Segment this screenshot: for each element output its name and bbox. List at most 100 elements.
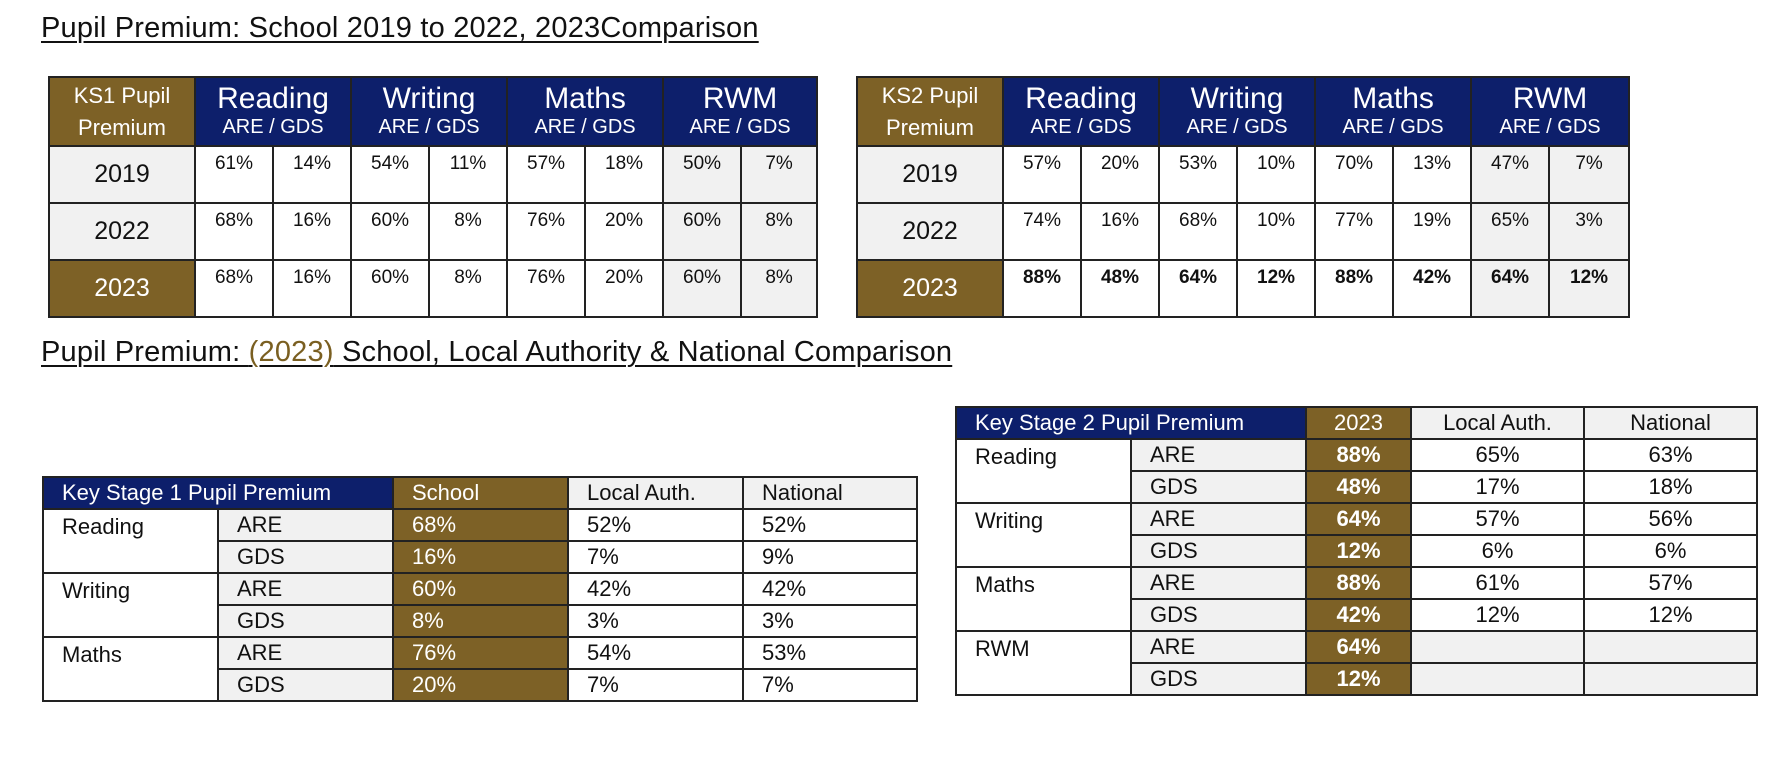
national-header: National bbox=[1583, 406, 1758, 440]
value-cell: 57% bbox=[506, 145, 587, 204]
value-cell: 50% bbox=[662, 145, 743, 204]
national-value: 42% bbox=[742, 572, 918, 606]
subject-name: Reading bbox=[1025, 82, 1137, 115]
value-cell: 18% bbox=[584, 145, 665, 204]
subject-sub: ARE / GDS bbox=[222, 116, 324, 138]
national-value: 53% bbox=[742, 636, 918, 670]
table-row: GDS 42% 12% 12% bbox=[956, 598, 1758, 632]
value-cell: 13% bbox=[1392, 145, 1473, 204]
table-row: Writing ARE 64% 57% 56% bbox=[955, 502, 1758, 568]
value-cell: 57% bbox=[1002, 145, 1082, 204]
table-row: GDS 12% bbox=[956, 662, 1758, 696]
school-value: 12% bbox=[1305, 662, 1412, 696]
school-value: 12% bbox=[1305, 534, 1412, 568]
national-value: 12% bbox=[1583, 598, 1758, 632]
local-auth-value: 7% bbox=[567, 540, 744, 574]
value-cell: 16% bbox=[271, 202, 353, 261]
local-auth-value: 17% bbox=[1410, 470, 1585, 504]
value-cell: 8% bbox=[428, 259, 509, 318]
school-value: 20% bbox=[392, 668, 569, 702]
ks1-subject-header: Reading ARE / GDS bbox=[193, 76, 353, 147]
value-cell: 77% bbox=[1314, 202, 1395, 261]
school-header: School bbox=[392, 476, 569, 510]
local-auth-header: Local Auth. bbox=[567, 476, 744, 510]
ks1-trend-row-2019: 2019 61% 14% 54% 11% 57% 18% 50% 7% bbox=[48, 145, 819, 204]
ks2-subject-header: Writing ARE / GDS bbox=[1158, 76, 1317, 147]
measure-cell: GDS bbox=[1130, 598, 1307, 632]
national-value: 18% bbox=[1583, 470, 1758, 504]
value-cell: 8% bbox=[740, 259, 819, 318]
value-cell: 10% bbox=[1236, 202, 1317, 261]
ks1-trend-row-2022: 2022 68% 16% 60% 8% 76% 20% 60% 8% bbox=[48, 202, 819, 261]
local-auth-value: 7% bbox=[567, 668, 744, 702]
measure-cell: ARE bbox=[217, 508, 394, 542]
value-cell: 64% bbox=[1470, 259, 1551, 318]
subject-cell: Maths bbox=[42, 636, 219, 702]
table-row: GDS 16% 7% 9% bbox=[43, 540, 918, 574]
value-cell: 19% bbox=[1392, 202, 1473, 261]
local-auth-value: 61% bbox=[1410, 566, 1585, 600]
ks1-trend-title-line1: KS1 Pupil bbox=[73, 83, 171, 108]
school-value: 88% bbox=[1305, 438, 1412, 472]
table-row: GDS 48% 17% 18% bbox=[956, 470, 1758, 504]
value-cell: 74% bbox=[1002, 202, 1082, 261]
ks2-subject-header: Reading ARE / GDS bbox=[1001, 76, 1161, 147]
local-auth-value: 6% bbox=[1410, 534, 1585, 568]
measure-cell: ARE bbox=[1130, 502, 1307, 536]
subject-cell: RWM bbox=[955, 630, 1132, 696]
national-header: National bbox=[742, 476, 918, 510]
measure-cell: GDS bbox=[217, 668, 394, 702]
value-cell: 88% bbox=[1314, 259, 1395, 318]
national-value bbox=[1583, 630, 1758, 664]
national-value: 9% bbox=[742, 540, 918, 574]
ks2-trend-title: KS2 Pupil Premium bbox=[856, 76, 1004, 147]
value-cell: 70% bbox=[1314, 145, 1395, 204]
national-value: 63% bbox=[1583, 438, 1758, 472]
table-row: Reading ARE 88% 65% 63% bbox=[955, 438, 1758, 504]
subject-sub: ARE / GDS bbox=[378, 116, 480, 138]
value-cell: 76% bbox=[506, 202, 587, 261]
ks1-trend-row-2023: 2023 68% 16% 60% 8% 76% 20% 60% 8% bbox=[48, 259, 819, 318]
subject-name: Maths bbox=[1352, 82, 1434, 115]
year-cell: 2019 bbox=[48, 145, 196, 204]
local-auth-header: Local Auth. bbox=[1410, 406, 1585, 440]
year-header: 2023 bbox=[1305, 406, 1412, 440]
school-value: 16% bbox=[392, 540, 569, 574]
value-cell: 20% bbox=[1079, 145, 1161, 204]
value-cell: 68% bbox=[194, 259, 274, 318]
year-cell: 2022 bbox=[48, 202, 196, 261]
national-value: 6% bbox=[1583, 534, 1758, 568]
year-cell: 2023 bbox=[856, 259, 1004, 318]
ks1-subject-header: Writing ARE / GDS bbox=[350, 76, 509, 147]
year-cell: 2019 bbox=[856, 145, 1004, 204]
measure-cell: GDS bbox=[1130, 534, 1307, 568]
measure-cell: ARE bbox=[1130, 438, 1307, 472]
subject-sub: ARE / GDS bbox=[534, 116, 636, 138]
table-row: GDS 20% 7% 7% bbox=[43, 668, 918, 702]
heading-trend-comparison: Pupil Premium: School 2019 to 2022, 2023… bbox=[41, 12, 759, 44]
value-cell: 48% bbox=[1079, 259, 1161, 318]
measure-cell: ARE bbox=[217, 572, 394, 606]
value-cell: 14% bbox=[271, 145, 353, 204]
value-cell: 88% bbox=[1002, 259, 1082, 318]
national-value: 3% bbox=[742, 604, 918, 638]
ks1-trend-title: KS1 Pupil Premium bbox=[48, 76, 196, 147]
measure-cell: ARE bbox=[217, 636, 394, 670]
table-row: Writing ARE 60% 42% 42% bbox=[42, 572, 918, 638]
value-cell: 12% bbox=[1548, 259, 1631, 318]
value-cell: 8% bbox=[740, 202, 819, 261]
value-cell: 20% bbox=[584, 202, 665, 261]
value-cell: 7% bbox=[740, 145, 819, 204]
measure-cell: ARE bbox=[1130, 566, 1307, 600]
value-cell: 64% bbox=[1158, 259, 1239, 318]
ks1-comparison-header: Key Stage 1 Pupil Premium School Local A… bbox=[42, 476, 918, 510]
value-cell: 16% bbox=[1079, 202, 1161, 261]
school-value: 60% bbox=[392, 572, 569, 606]
ks1-trend-title-line2: Premium bbox=[77, 115, 166, 140]
subject-cell: Writing bbox=[42, 572, 219, 638]
school-value: 68% bbox=[392, 508, 569, 542]
subject-cell: Maths bbox=[955, 566, 1132, 632]
ks2-trend-title-line2: Premium bbox=[885, 115, 974, 140]
school-value: 8% bbox=[392, 604, 569, 638]
ks2-trend-row-2023: 2023 88% 48% 64% 12% 88% 42% 64% 12% bbox=[856, 259, 1631, 318]
